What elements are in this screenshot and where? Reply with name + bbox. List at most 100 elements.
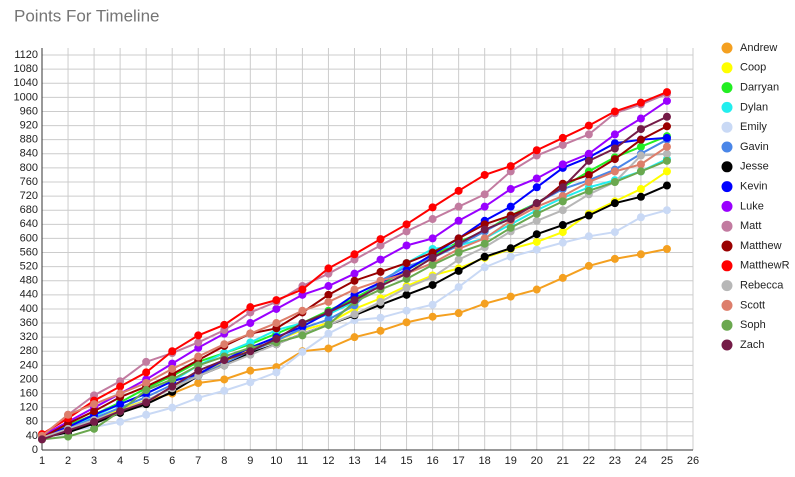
- data-point: [558, 238, 567, 247]
- data-point: [506, 162, 515, 171]
- data-point: [246, 329, 255, 338]
- data-point: [610, 167, 619, 176]
- y-tick-label: 680: [20, 204, 38, 216]
- y-tick-label: 1080: [14, 63, 38, 75]
- y-tick-label: 240: [20, 359, 38, 371]
- data-point: [558, 140, 567, 149]
- data-point: [402, 269, 411, 278]
- data-point: [636, 135, 645, 144]
- data-point: [506, 202, 515, 211]
- data-point: [636, 114, 645, 123]
- data-point: [428, 215, 437, 224]
- data-point: [636, 125, 645, 134]
- x-tick-label: 7: [195, 455, 201, 467]
- y-tick-label: 640: [20, 218, 38, 230]
- data-point: [324, 344, 333, 353]
- data-point: [558, 273, 567, 282]
- x-tick-label: 15: [400, 455, 412, 467]
- data-point: [116, 407, 125, 416]
- data-point: [662, 167, 671, 176]
- data-point: [64, 432, 73, 441]
- data-point: [584, 149, 593, 158]
- x-tick-label: 24: [635, 455, 647, 467]
- data-point: [142, 379, 151, 387]
- data-point: [38, 435, 46, 444]
- legend-swatch: [721, 220, 733, 232]
- data-point: [376, 255, 385, 264]
- x-tick-label: 9: [247, 455, 253, 467]
- y-tick-label: 80: [26, 416, 38, 428]
- data-point: [506, 185, 515, 194]
- data-point: [584, 156, 593, 165]
- data-point: [324, 308, 333, 317]
- y-tick-label: 480: [20, 275, 38, 287]
- data-point: [558, 160, 567, 169]
- x-tick-label: 21: [557, 455, 569, 467]
- data-point: [662, 88, 671, 97]
- data-point: [220, 356, 229, 365]
- data-point: [376, 313, 385, 322]
- data-point: [350, 333, 359, 342]
- y-tick-label: 40: [26, 430, 38, 442]
- data-point: [454, 309, 463, 318]
- data-point: [324, 297, 333, 306]
- legend-swatch: [721, 260, 733, 272]
- y-tick-label: 1120: [14, 49, 38, 61]
- data-point: [428, 312, 437, 321]
- data-point: [428, 203, 437, 212]
- data-point: [402, 306, 411, 315]
- data-point: [324, 264, 333, 273]
- data-point: [584, 186, 593, 195]
- data-point: [90, 417, 99, 426]
- legend-label: Luke: [740, 200, 764, 212]
- y-tick-label: 720: [20, 190, 38, 202]
- data-point: [428, 260, 437, 269]
- data-point: [532, 174, 541, 183]
- legend-swatch: [721, 339, 733, 351]
- data-point: [194, 352, 203, 361]
- data-point: [402, 227, 411, 236]
- data-point: [454, 216, 463, 225]
- data-point: [480, 263, 489, 272]
- legend-label: Emily: [740, 121, 767, 133]
- data-point: [610, 107, 619, 116]
- data-point: [532, 285, 541, 294]
- data-point: [454, 283, 463, 292]
- data-point: [532, 216, 541, 225]
- data-point: [584, 211, 593, 220]
- legend-label: Rebecca: [740, 280, 784, 292]
- x-tick-label: 26: [687, 455, 699, 467]
- data-point: [584, 232, 593, 241]
- legend-label: Scott: [740, 299, 765, 311]
- data-point: [142, 368, 151, 377]
- legend-label: Andrew: [740, 42, 777, 54]
- data-point: [636, 213, 645, 222]
- data-point: [116, 400, 125, 409]
- data-point: [246, 319, 255, 328]
- data-point: [376, 267, 385, 276]
- y-tick-label: 920: [20, 119, 38, 131]
- data-point: [402, 259, 411, 268]
- legend-label: Zach: [740, 339, 764, 351]
- legend-swatch: [721, 82, 733, 94]
- data-point: [298, 347, 307, 356]
- legend-label: Darryan: [740, 82, 779, 94]
- data-point: [142, 357, 151, 366]
- x-tick-label: 11: [297, 455, 308, 467]
- data-point: [324, 282, 333, 291]
- data-point: [480, 202, 489, 211]
- legend-label: Jesse: [740, 161, 769, 173]
- data-point: [454, 248, 463, 257]
- data-point: [454, 266, 463, 275]
- data-point: [272, 304, 281, 313]
- data-point: [558, 228, 567, 237]
- data-point: [272, 319, 281, 328]
- data-point: [584, 178, 593, 186]
- data-point: [532, 245, 541, 254]
- data-point: [298, 319, 307, 328]
- data-point: [480, 170, 489, 179]
- data-point: [194, 379, 203, 387]
- legend-swatch: [721, 200, 733, 212]
- data-point: [168, 403, 177, 412]
